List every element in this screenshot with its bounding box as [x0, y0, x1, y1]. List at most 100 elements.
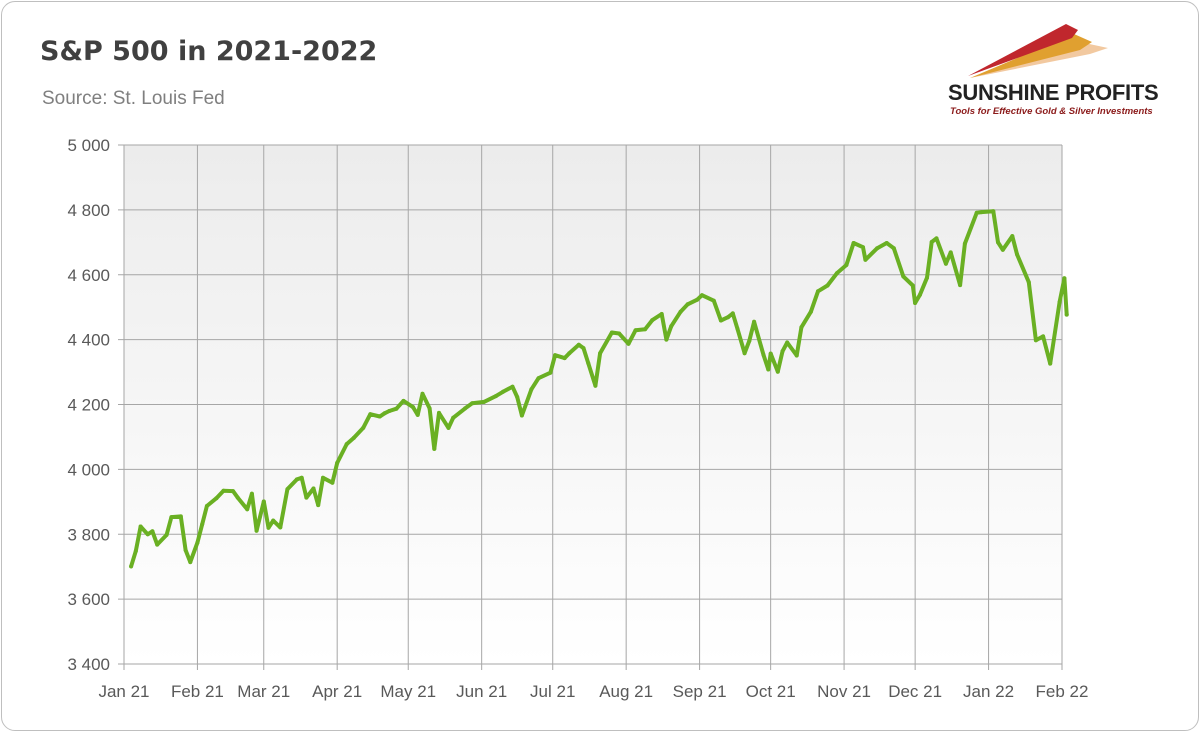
sun-rays-icon: [968, 24, 1108, 78]
data-point: [695, 297, 700, 302]
data-point: [1033, 338, 1038, 343]
data-point: [553, 353, 558, 358]
data-point: [235, 495, 240, 500]
data-point: [150, 529, 155, 534]
data-point: [501, 389, 505, 394]
data-point: [735, 326, 740, 331]
data-point: [254, 528, 259, 533]
data-point: [382, 411, 387, 416]
data-point: [917, 292, 922, 297]
x-tick-label: Oct 21: [746, 682, 796, 701]
x-tick-label: Nov 21: [817, 682, 871, 701]
data-point: [415, 412, 420, 417]
data-point: [913, 301, 918, 305]
data-point: [780, 349, 785, 354]
x-tick-label: Feb 22: [1036, 682, 1089, 701]
logo-tagline: Tools for Effective Gold & Silver Invest…: [950, 106, 1153, 117]
data-point: [863, 257, 868, 262]
data-point: [962, 241, 967, 246]
data-point: [299, 475, 304, 480]
x-tick-label: Feb 21: [171, 682, 224, 701]
data-point: [1048, 361, 1053, 366]
data-point: [1000, 247, 1005, 252]
data-point: [311, 486, 316, 491]
y-tick-label: 3 800: [67, 525, 110, 544]
data-point: [200, 522, 205, 527]
x-tick-label: Apr 21: [312, 682, 362, 701]
x-tick-label: Jun 21: [456, 682, 507, 701]
data-point: [261, 499, 266, 504]
data-point: [934, 236, 939, 241]
data-point: [929, 240, 934, 244]
data-point: [593, 383, 598, 388]
data-point: [643, 327, 648, 332]
x-tick-label: Jan 22: [963, 682, 1014, 701]
data-point: [271, 518, 276, 523]
data-point: [747, 338, 752, 343]
data-point: [245, 507, 250, 512]
y-tick-label: 4 600: [67, 266, 110, 285]
data-point: [730, 311, 735, 316]
y-tick-label: 3 400: [67, 655, 110, 674]
data-point: [884, 241, 889, 245]
data-point: [401, 398, 406, 403]
chart-title: S&P 500 in 2021-2022: [40, 36, 378, 67]
data-point: [678, 309, 683, 314]
data-point: [463, 406, 468, 411]
data-point: [910, 283, 915, 288]
series-points: [129, 209, 1069, 569]
data-point: [711, 298, 716, 303]
data-point: [361, 425, 366, 430]
data-point: [188, 560, 193, 565]
data-point: [335, 460, 340, 465]
data-point: [576, 342, 581, 347]
data-point: [387, 409, 392, 413]
data-point: [808, 309, 813, 314]
data-point: [991, 209, 996, 214]
data-point: [1026, 280, 1031, 285]
data-point: [169, 515, 174, 520]
data-point: [420, 391, 425, 396]
sunshine-profits-logo: SUNSHINE PROFITS Tools for Effective Gol…: [940, 20, 1180, 130]
data-point: [278, 525, 283, 530]
data-point: [901, 274, 906, 279]
data-point: [164, 532, 169, 537]
data-point: [726, 315, 730, 320]
data-point: [1057, 300, 1062, 304]
data-point: [718, 318, 723, 323]
data-point: [129, 564, 134, 569]
data-point: [321, 475, 325, 480]
data-point: [285, 487, 290, 492]
x-tick-label: Aug 21: [599, 682, 653, 701]
data-point: [562, 356, 567, 361]
data-point: [996, 240, 1000, 245]
data-point: [581, 346, 586, 351]
data-point: [536, 376, 541, 381]
data-point: [515, 395, 520, 399]
data-point: [1062, 276, 1067, 281]
data-point: [548, 370, 553, 375]
data-point: [979, 210, 984, 215]
data-point: [394, 406, 399, 411]
data-point: [586, 361, 591, 366]
data-point: [766, 367, 771, 372]
data-point: [351, 435, 356, 440]
data-point: [249, 491, 254, 496]
x-tick-label: May 21: [380, 682, 436, 701]
x-tick-label: Sep 21: [673, 682, 727, 701]
data-point: [183, 548, 188, 553]
data-point: [411, 405, 415, 410]
data-point: [752, 319, 757, 324]
data-point: [948, 250, 953, 255]
data-point: [816, 289, 820, 294]
data-point: [794, 353, 799, 358]
data-point: [825, 283, 830, 288]
data-point: [799, 325, 804, 330]
data-point: [861, 245, 865, 250]
data-point: [958, 283, 963, 288]
data-point: [316, 503, 321, 508]
data-point: [685, 302, 690, 307]
data-point: [626, 341, 631, 346]
y-tick-label: 3 600: [67, 590, 110, 609]
